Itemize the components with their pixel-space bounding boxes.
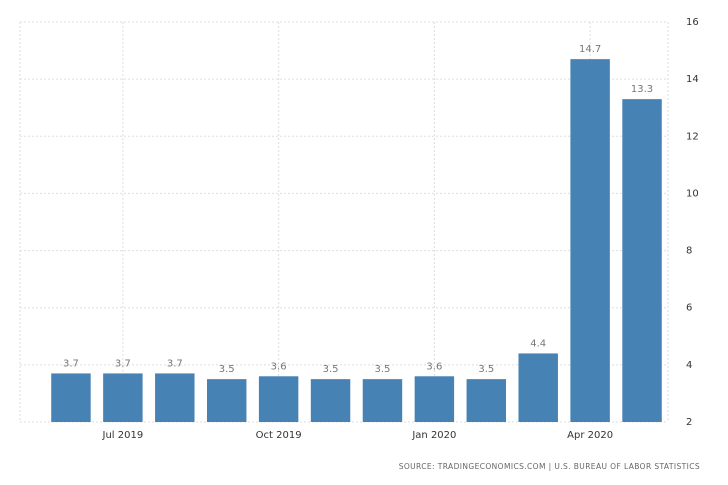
bar [155, 373, 195, 422]
value-label: 3.6 [271, 361, 287, 372]
value-label: 3.7 [115, 358, 131, 369]
x-tick-label: Jul 2019 [102, 430, 144, 441]
y-tick-label: 2 [686, 417, 692, 428]
bar [103, 373, 143, 422]
y-tick-label: 14 [686, 74, 699, 85]
x-tick-label: Jan 2020 [411, 430, 456, 441]
value-label: 4.4 [530, 338, 546, 349]
value-label: 3.7 [63, 358, 79, 369]
bar [622, 99, 662, 423]
x-tick-label: Oct 2019 [256, 430, 302, 441]
y-tick-label: 6 [686, 303, 692, 314]
value-label: 14.7 [579, 44, 601, 55]
value-label: 3.5 [375, 364, 391, 375]
y-tick-label: 12 [686, 131, 699, 142]
value-label: 3.7 [167, 358, 183, 369]
bar [518, 353, 558, 422]
y-tick-label: 4 [686, 360, 692, 371]
x-tick-label: Apr 2020 [567, 430, 613, 441]
bar [51, 373, 91, 422]
bar [310, 379, 351, 422]
value-label: 3.5 [219, 364, 235, 375]
value-label: 3.6 [426, 361, 442, 372]
bar [570, 59, 610, 423]
bar [258, 376, 299, 422]
value-label: 3.5 [478, 364, 494, 375]
value-label: 3.5 [323, 364, 339, 375]
y-tick-label: 10 [686, 188, 699, 199]
value-label: 13.3 [631, 84, 653, 95]
bar [362, 379, 403, 422]
bar [206, 379, 247, 422]
y-tick-label: 8 [686, 246, 692, 257]
bar [466, 379, 507, 422]
bar [414, 376, 455, 422]
source-note: SOURCE: TRADINGECONOMICS.COM | U.S. BURE… [399, 462, 700, 471]
y-tick-label: 16 [686, 17, 699, 28]
